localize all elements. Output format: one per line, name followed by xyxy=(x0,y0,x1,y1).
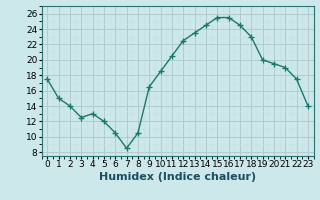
X-axis label: Humidex (Indice chaleur): Humidex (Indice chaleur) xyxy=(99,172,256,182)
